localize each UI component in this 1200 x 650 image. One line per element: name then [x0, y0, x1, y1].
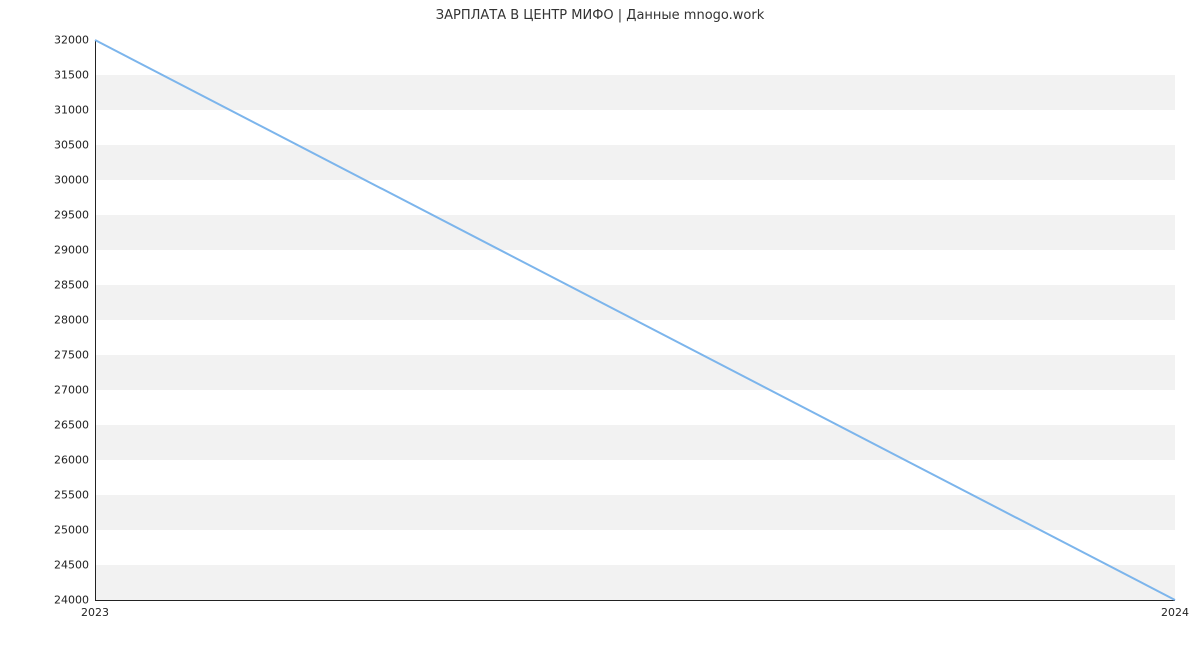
y-tick-label: 26000 [54, 454, 95, 467]
chart-title: ЗАРПЛАТА В ЦЕНТР МИФО | Данные mnogo.wor… [0, 8, 1200, 23]
x-axis-line [95, 600, 1175, 601]
line-layer [95, 40, 1175, 600]
y-tick-label: 25000 [54, 524, 95, 537]
y-tick-label: 25500 [54, 489, 95, 502]
y-tick-label: 31500 [54, 69, 95, 82]
x-tick-label: 2023 [81, 600, 109, 619]
y-tick-label: 28000 [54, 314, 95, 327]
y-tick-label: 29500 [54, 209, 95, 222]
series-salary [95, 40, 1175, 600]
y-tick-label: 32000 [54, 34, 95, 47]
y-tick-label: 30000 [54, 174, 95, 187]
y-tick-label: 24500 [54, 559, 95, 572]
y-tick-label: 29000 [54, 244, 95, 257]
y-tick-label: 26500 [54, 419, 95, 432]
plot-area: 2400024500250002550026000265002700027500… [95, 40, 1175, 600]
y-tick-label: 31000 [54, 104, 95, 117]
y-tick-label: 28500 [54, 279, 95, 292]
salary-line-chart: ЗАРПЛАТА В ЦЕНТР МИФО | Данные mnogo.wor… [0, 0, 1200, 650]
y-tick-label: 30500 [54, 139, 95, 152]
y-tick-label: 27000 [54, 384, 95, 397]
y-tick-label: 27500 [54, 349, 95, 362]
x-tick-label: 2024 [1161, 600, 1189, 619]
